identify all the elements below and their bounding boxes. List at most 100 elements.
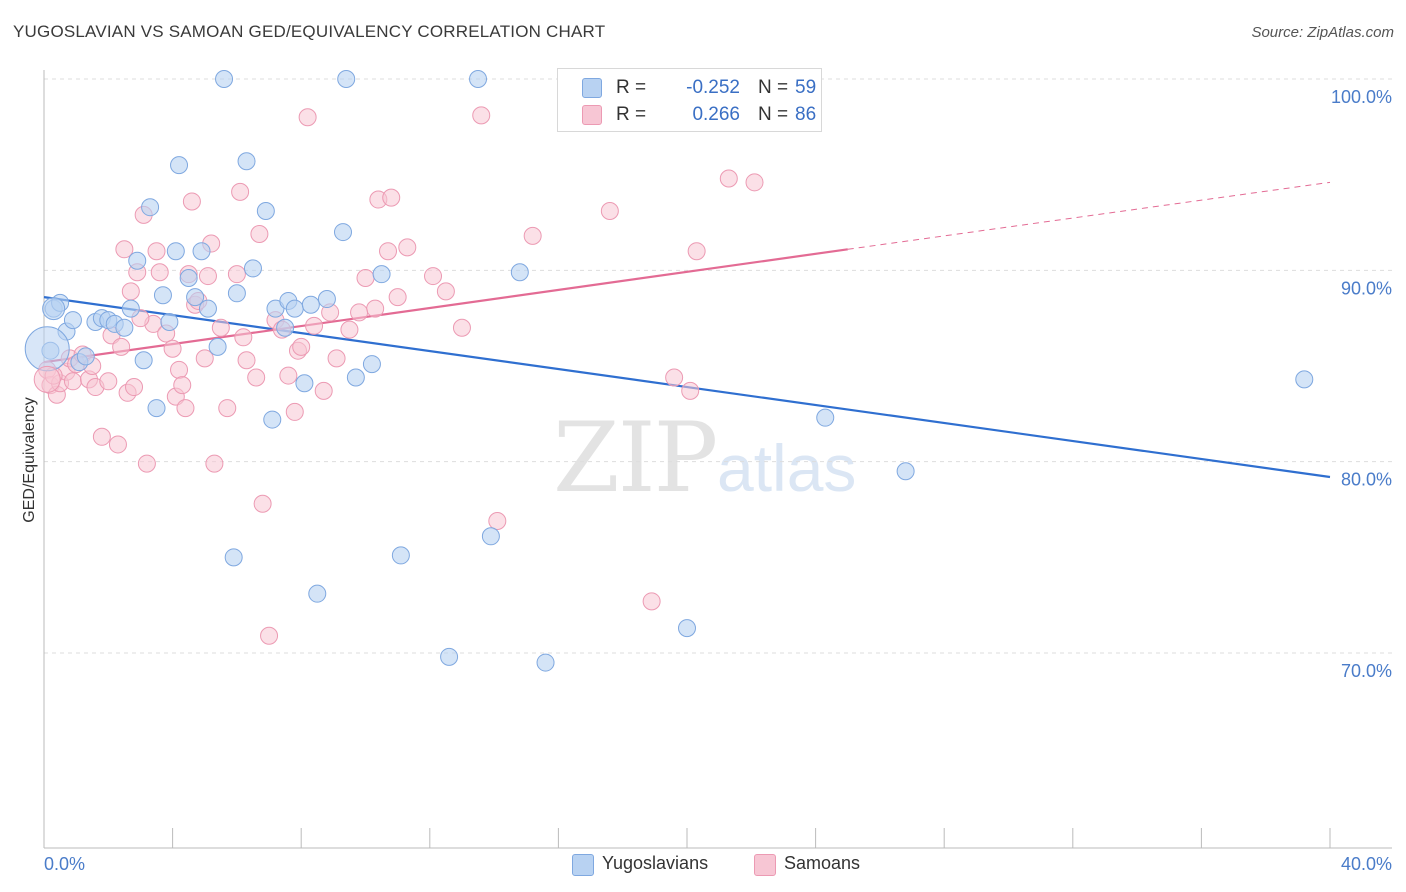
samoan-point bbox=[218, 399, 237, 418]
samoan-point bbox=[173, 376, 192, 395]
samoan-point bbox=[745, 173, 764, 192]
yugoslavian-point bbox=[285, 299, 304, 318]
yugoslavian-point bbox=[362, 355, 381, 374]
y-axis-title: GED/Equivalency bbox=[21, 397, 38, 522]
yugoslavian-point bbox=[333, 223, 352, 242]
pink-swatch bbox=[754, 854, 776, 876]
samoan-point bbox=[150, 263, 169, 282]
samoan-cluster-point bbox=[33, 365, 61, 393]
samoan-point bbox=[260, 626, 279, 645]
r-label: R = bbox=[616, 77, 647, 98]
yugoslavian-point bbox=[76, 347, 95, 366]
samoan-point bbox=[63, 372, 82, 391]
samoan-point bbox=[108, 435, 127, 454]
yugoslavian-point bbox=[337, 70, 356, 88]
y-tick-label: 70.0% bbox=[1341, 661, 1392, 681]
trend-lines bbox=[43, 181, 1331, 479]
watermark-atlas: atlas bbox=[717, 431, 857, 505]
yugoslavian-cluster-point bbox=[24, 326, 70, 372]
samoan-point bbox=[292, 337, 311, 356]
samoan-point bbox=[298, 108, 317, 127]
samoan-point bbox=[112, 337, 131, 356]
yugoslavian-point bbox=[186, 288, 205, 307]
samoan-point bbox=[231, 182, 250, 201]
legend-label: Samoans bbox=[784, 853, 861, 873]
samoan-point bbox=[227, 265, 246, 284]
samoan-point bbox=[488, 511, 507, 530]
yugoslavian-point bbox=[215, 70, 234, 88]
yugoslavian-point bbox=[115, 318, 134, 337]
samoan-point bbox=[314, 381, 333, 400]
yugoslavian-point bbox=[192, 242, 211, 261]
samoan-point bbox=[340, 320, 359, 339]
samoan-point bbox=[681, 381, 700, 400]
samoan-point bbox=[472, 106, 491, 125]
yugoslavian-point bbox=[121, 299, 140, 318]
yugoslavian-point bbox=[243, 259, 262, 278]
yugoslavian-point bbox=[170, 156, 189, 175]
blue-swatch bbox=[572, 854, 594, 876]
axes bbox=[43, 70, 1392, 849]
yugoslavian-point bbox=[63, 311, 82, 330]
samoan-point bbox=[237, 351, 256, 370]
yugoslavian-point bbox=[263, 410, 282, 429]
samoan-point bbox=[388, 288, 407, 307]
yugoslavian-point bbox=[179, 268, 198, 287]
samoan-point bbox=[125, 378, 144, 397]
r-label: R = bbox=[616, 104, 647, 125]
samoan-point bbox=[350, 303, 369, 322]
samoan-point bbox=[600, 202, 619, 221]
yugoslavian-point bbox=[896, 462, 915, 481]
samoan-point bbox=[366, 299, 385, 318]
samoan-point bbox=[234, 328, 253, 347]
samoan-point bbox=[523, 226, 542, 245]
yugoslavian-point bbox=[301, 295, 320, 314]
yugoslavian-point bbox=[510, 263, 529, 282]
samoan-point bbox=[163, 339, 182, 358]
y-tick-label: 100.0% bbox=[1331, 87, 1392, 107]
axis-labels: 70.0% 80.0% 90.0% 100.0% 0.0% 40.0% GED/Equiva… bbox=[21, 87, 1392, 874]
yugoslavian-point bbox=[536, 653, 555, 672]
yugoslavian-point bbox=[1295, 370, 1314, 389]
x-tick-label: 0.0% bbox=[44, 854, 85, 874]
samoan-point bbox=[642, 592, 661, 611]
yugoslavian-point bbox=[134, 351, 153, 370]
watermark-zip: ZIP bbox=[553, 402, 718, 514]
samoan-point bbox=[424, 267, 443, 286]
samoan-point bbox=[452, 318, 471, 337]
yugoslavian-point bbox=[440, 647, 459, 666]
yugoslavian-point bbox=[208, 337, 227, 356]
samoan-point bbox=[147, 242, 166, 261]
samoan-point bbox=[195, 349, 214, 368]
y-tick-label: 80.0% bbox=[1341, 470, 1392, 490]
legend-label: Yugoslavians bbox=[602, 853, 709, 873]
chart-title: YUGOSLAVIAN VS SAMOAN GED/EQUIVALENCY CO… bbox=[13, 22, 606, 41]
yugoslavian-point bbox=[678, 619, 696, 638]
yugoslavian-point bbox=[198, 299, 217, 318]
samoan-point bbox=[99, 372, 118, 391]
samoan-point bbox=[398, 238, 417, 257]
yugoslavian-point bbox=[256, 202, 275, 221]
samoan-point bbox=[170, 360, 189, 379]
yugoslavian-point bbox=[166, 242, 185, 261]
r-value: 0.266 bbox=[692, 104, 740, 125]
samoan-point bbox=[253, 494, 272, 513]
samoan-point bbox=[327, 349, 346, 368]
yugoslavian-point bbox=[128, 251, 147, 270]
correlation-legend: R = -0.252 N = 59 R = 0.266 N = 86 bbox=[557, 68, 822, 132]
samoan-point bbox=[121, 282, 140, 301]
yugoslavian-point bbox=[227, 284, 246, 303]
samoan-point bbox=[115, 240, 134, 259]
yugoslavian-point bbox=[295, 374, 314, 393]
samoan-point bbox=[247, 368, 266, 387]
samoan-point bbox=[382, 188, 401, 207]
samoan-point bbox=[279, 366, 298, 385]
samoan-point bbox=[182, 192, 201, 211]
samoan-point bbox=[250, 224, 269, 243]
yugoslavian-point bbox=[224, 548, 243, 567]
samoan-trend-extension bbox=[847, 181, 1331, 250]
samoan-point bbox=[436, 282, 455, 301]
samoan-point bbox=[176, 399, 195, 418]
yugoslavian-point bbox=[141, 198, 160, 217]
